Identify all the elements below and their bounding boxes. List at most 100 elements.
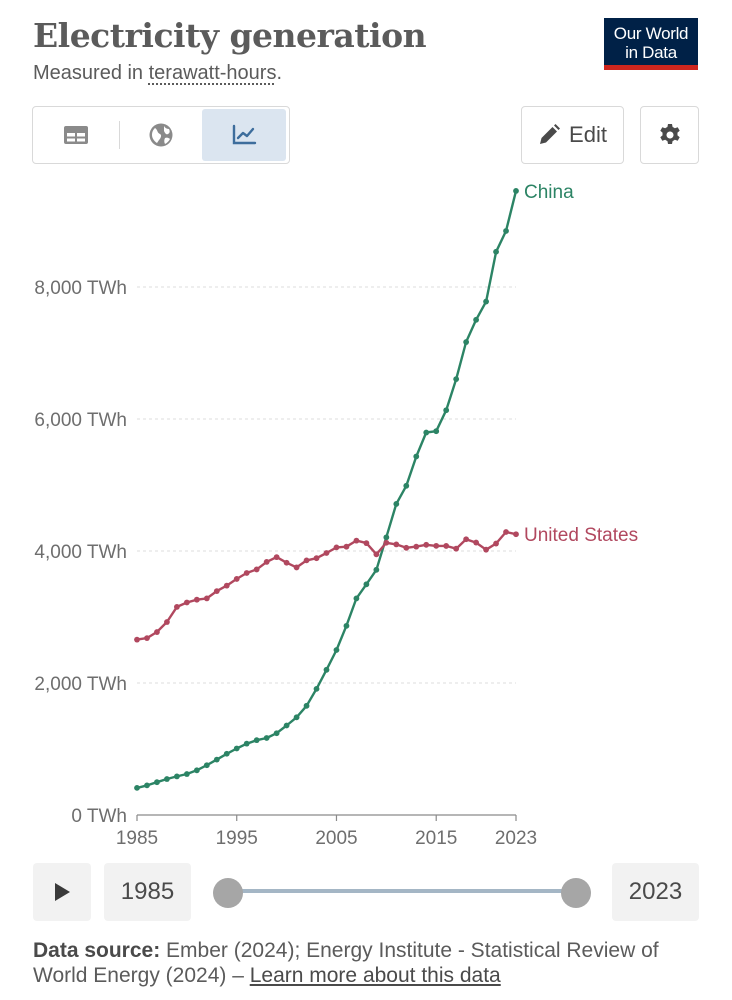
y-tick-label: 8,000 TWh	[34, 278, 127, 299]
end-year-input[interactable]: 2023	[612, 863, 699, 921]
data-point	[503, 529, 509, 535]
data-point	[373, 566, 380, 573]
data-point	[493, 540, 499, 547]
x-tick-label: 2005	[315, 828, 357, 849]
data-point	[283, 722, 290, 729]
data-point	[273, 730, 280, 737]
data-point	[493, 248, 499, 255]
tab-map[interactable]	[120, 109, 202, 161]
subtitle-suffix: .	[276, 62, 283, 84]
y-tick-label: 2,000 TWh	[34, 674, 127, 695]
line-chart-icon	[232, 124, 257, 145]
gear-icon	[659, 124, 680, 144]
data-point	[293, 564, 300, 571]
data-point	[243, 570, 250, 576]
data-point	[503, 228, 509, 234]
data-point	[233, 576, 240, 582]
data-point	[173, 604, 180, 610]
data-point	[213, 756, 220, 763]
series-label-china: China	[524, 182, 574, 203]
data-point	[453, 376, 460, 383]
start-year-handle[interactable]	[213, 878, 243, 908]
end-year-handle[interactable]	[561, 878, 591, 908]
data-point	[223, 750, 230, 757]
data-point	[443, 407, 450, 414]
data-point	[463, 536, 470, 543]
data-point	[253, 737, 260, 744]
subtitle-prefix: Measured in	[33, 62, 149, 84]
source-text: Ember (2024); Energy Institute - Statist…	[33, 939, 659, 987]
data-point	[483, 546, 489, 553]
data-point	[313, 685, 320, 692]
edit-button[interactable]: Edit	[521, 106, 624, 164]
data-point	[293, 714, 300, 721]
line-chart: 0 TWh 2,000 TWh 4,000 TWh 6,000 TWh 8,000 TW…	[34, 182, 638, 849]
data-point	[383, 534, 390, 541]
settings-button[interactable]	[640, 106, 699, 164]
logo-line-2: in Data	[625, 43, 677, 62]
x-tick-label: 2023	[495, 828, 537, 849]
data-point	[154, 779, 160, 786]
data-point	[273, 554, 280, 561]
data-point	[303, 557, 310, 564]
data-point	[403, 482, 410, 489]
source-label: Data source:	[33, 939, 161, 962]
data-point	[193, 596, 200, 603]
chart-subtitle: Measured in terawatt-hours.	[33, 62, 282, 85]
data-point	[203, 595, 210, 602]
data-point	[263, 735, 270, 741]
series-line-china	[136, 190, 518, 790]
globe-icon	[149, 123, 173, 147]
owid-logo[interactable]: Our World in Data	[604, 18, 698, 70]
data-point	[253, 566, 260, 573]
unit-definition-link[interactable]: terawatt-hours	[148, 62, 277, 84]
data-point	[393, 501, 400, 507]
data-point	[473, 539, 480, 546]
series-line-united-states	[136, 530, 517, 641]
chart-title: Electricity generation	[33, 16, 427, 55]
start-year-input[interactable]: 1985	[104, 863, 191, 921]
data-source-note: Data source: Ember (2024); Energy Instit…	[33, 938, 703, 988]
data-point	[323, 666, 330, 673]
x-tick-label: 1985	[116, 828, 158, 849]
data-point	[154, 629, 160, 635]
data-point	[134, 636, 140, 643]
tab-chart[interactable]	[202, 109, 286, 161]
data-point	[353, 595, 360, 602]
data-point	[144, 782, 150, 789]
data-point	[423, 429, 430, 436]
view-tabs	[32, 106, 290, 164]
data-point	[233, 745, 240, 752]
timeline-slider-track[interactable]	[228, 889, 576, 893]
data-point	[423, 541, 430, 548]
data-point	[343, 543, 350, 550]
data-point	[483, 298, 489, 305]
data-point	[473, 316, 480, 323]
pencil-icon	[540, 124, 561, 144]
data-point	[513, 531, 519, 538]
data-point	[333, 544, 340, 551]
data-point	[343, 622, 350, 629]
data-point	[164, 776, 170, 782]
data-point	[134, 784, 140, 791]
x-tick-label: 2015	[415, 828, 457, 849]
learn-more-link[interactable]: Learn more about this data	[249, 964, 501, 987]
edit-button-label: Edit	[569, 122, 607, 147]
play-button[interactable]	[33, 863, 91, 921]
data-point	[263, 558, 270, 565]
data-point	[303, 702, 310, 709]
tab-divider	[119, 121, 120, 149]
data-point	[363, 540, 370, 547]
data-point	[323, 550, 330, 556]
data-point	[243, 740, 250, 747]
data-point	[353, 537, 360, 544]
data-point	[313, 555, 320, 562]
data-point	[413, 543, 420, 550]
tab-table[interactable]	[33, 109, 119, 161]
data-point	[513, 188, 519, 194]
data-point	[373, 551, 380, 558]
data-point	[363, 581, 370, 588]
data-point	[164, 619, 170, 625]
data-point	[433, 428, 440, 435]
data-point	[203, 762, 210, 769]
